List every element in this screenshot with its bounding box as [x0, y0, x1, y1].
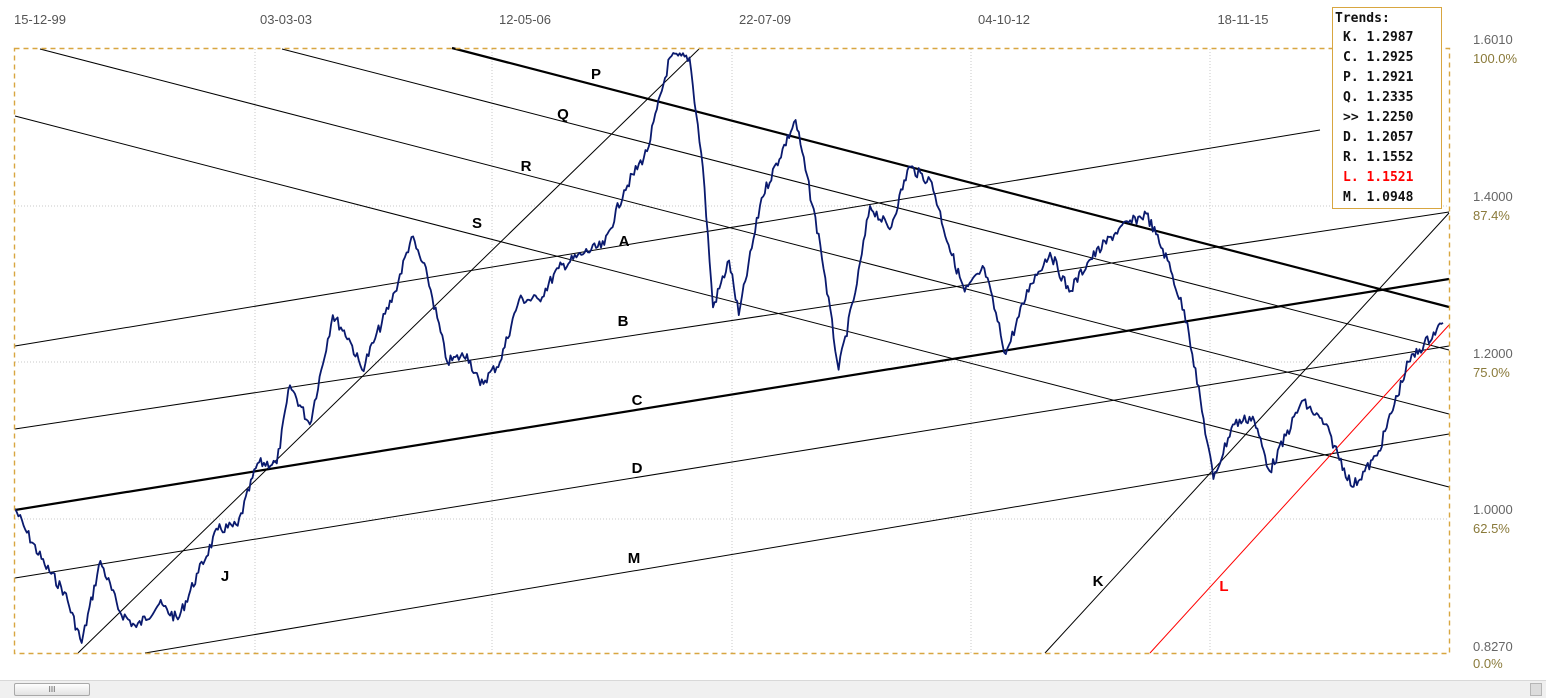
percent-tick-label: 87.4% — [1473, 208, 1510, 223]
x-tick-label: 04-10-12 — [978, 12, 1030, 27]
trend-line-p — [451, 46, 1450, 309]
legend-row-label: M. — [1343, 190, 1359, 205]
x-tick-label: 18-11-15 — [1217, 12, 1268, 27]
percent-tick-label: 62.5% — [1473, 521, 1510, 536]
legend-title: Trends: — [1335, 11, 1390, 26]
percent-tick-label: 75.0% — [1473, 365, 1510, 380]
trend-lines — [14, 46, 1450, 654]
trend-line-s — [281, 48, 1450, 351]
trend-line-a — [14, 129, 1321, 347]
x-tick-label: 12-05-06 — [499, 12, 551, 27]
legend-row: P. 1.2921 — [1333, 68, 1441, 88]
price-tick-label: 1.0000 — [1473, 502, 1513, 517]
price-tick-label: 1.2000 — [1473, 346, 1513, 361]
scroll-right-button[interactable] — [1530, 683, 1542, 696]
trend-line-q — [39, 48, 1450, 415]
legend-row-label: L. — [1343, 170, 1359, 185]
percent-tick-label: 0.0% — [1473, 656, 1503, 671]
trend-label-r: R — [521, 158, 532, 175]
trend-label-l: L — [1219, 578, 1228, 595]
legend-row: >> 1.2250 — [1333, 108, 1441, 128]
trend-label-d: D — [632, 460, 643, 477]
trend-line-d — [14, 345, 1450, 579]
legend-row-value: 1.0948 — [1366, 190, 1414, 205]
legend-row-label: D. — [1343, 130, 1359, 145]
trend-label-k: K — [1093, 573, 1104, 590]
legend-row: R. 1.1552 — [1333, 148, 1441, 168]
legend-row-value: 1.2987 — [1366, 30, 1414, 45]
trend-line-k — [1044, 212, 1450, 654]
trend-line-l — [1149, 324, 1450, 654]
trend-label-j: J — [221, 568, 229, 585]
y-axis: 1.6010 1.4000 1.2000 1.0000 0.8270 100.0% 87.4… — [1473, 32, 1518, 671]
trend-label-s: S — [472, 215, 482, 232]
trend-line-b — [14, 211, 1450, 430]
x-tick-label: 15-12-99 — [14, 12, 66, 27]
legend-row-value: 1.2925 — [1366, 50, 1414, 65]
scrollbar-thumb[interactable]: III — [14, 683, 90, 696]
legend-row: Q. 1.2335 — [1333, 88, 1441, 108]
legend-row-value: 1.2057 — [1366, 130, 1414, 145]
legend-row-value: 1.2250 — [1366, 110, 1414, 125]
price-tick-label: 1.4000 — [1473, 189, 1513, 204]
legend-row: K. 1.2987 — [1333, 28, 1441, 48]
trends-legend: Trends: K. 1.2987 C. 1.2925 P. 1.2921 Q. 1.… — [1332, 7, 1442, 209]
trend-line-m — [144, 433, 1450, 654]
price-series — [14, 52, 1444, 644]
trend-line-r — [14, 115, 1450, 488]
trend-label-c: C — [632, 392, 643, 409]
price-tick-label: 1.6010 — [1473, 32, 1513, 47]
trend-line-j — [77, 47, 701, 654]
legend-row-label: >> — [1343, 110, 1359, 125]
trend-label-p: P — [591, 66, 601, 83]
legend-row-label: K. — [1343, 30, 1359, 45]
grid — [15, 49, 1449, 653]
trend-label-q: Q — [557, 106, 569, 123]
legend-row: M. 1.0948 — [1333, 188, 1441, 208]
legend-row: D. 1.2057 — [1333, 128, 1441, 148]
legend-row-value: 1.1521 — [1366, 170, 1414, 185]
chart-canvas: 15-12-99 03-03-03 12-05-06 22-07-09 04-10-12… — [13, 12, 1518, 671]
legend-row-label: Q. — [1343, 90, 1359, 105]
x-axis: 15-12-99 03-03-03 12-05-06 22-07-09 04-10-12… — [14, 12, 1269, 27]
legend-row-label: C. — [1343, 50, 1359, 65]
horizontal-scrollbar[interactable]: III — [0, 680, 1546, 698]
x-tick-label: 22-07-09 — [739, 12, 791, 27]
x-tick-label: 03-03-03 — [260, 12, 312, 27]
legend-row: C. 1.2925 — [1333, 48, 1441, 68]
trend-label-b: B — [618, 313, 629, 330]
plot-frame — [13, 47, 1451, 655]
legend-row-label: R. — [1343, 150, 1359, 165]
trend-labels: K L P Q R S A B C D M J — [221, 66, 1229, 595]
price-line — [14, 52, 1444, 644]
legend-row-label: P. — [1343, 70, 1359, 85]
trend-label-m: M — [628, 550, 641, 567]
legend-row-value: 1.2335 — [1366, 90, 1414, 105]
legend-row-value: 1.1552 — [1366, 150, 1414, 165]
price-tick-label: 0.8270 — [1473, 639, 1513, 654]
legend-row-value: 1.2921 — [1366, 70, 1414, 85]
percent-tick-label: 100.0% — [1473, 51, 1518, 66]
legend-row: L. 1.1521 — [1333, 168, 1441, 188]
trend-label-a: A — [619, 233, 630, 250]
